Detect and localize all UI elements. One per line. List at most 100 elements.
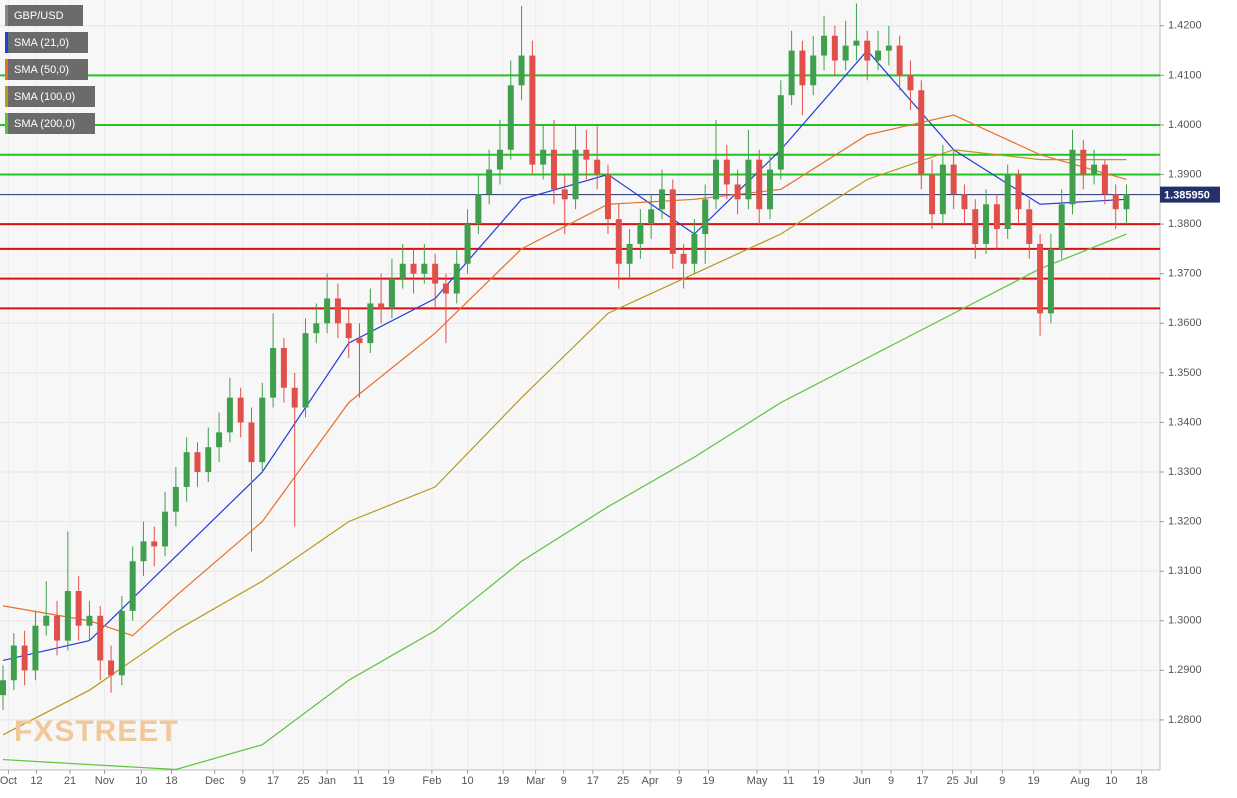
candle-body	[1080, 149, 1087, 175]
candle-body	[140, 541, 147, 562]
candle-body	[788, 50, 795, 96]
y-tick-label: 1.3700	[1168, 268, 1202, 280]
legend-box	[5, 59, 88, 80]
x-tick-label: Dec	[205, 775, 225, 787]
candle-body	[108, 660, 115, 676]
x-tick-label: 19	[702, 775, 714, 787]
x-tick-label: 25	[617, 775, 629, 787]
y-tick-label: 1.2900	[1168, 664, 1202, 676]
x-tick-label: 9	[676, 775, 682, 787]
candle-body	[518, 55, 525, 86]
x-tick-label: 9	[999, 775, 1005, 787]
x-tick-label: 19	[383, 775, 395, 787]
last-price-label: 1.385950	[1164, 190, 1210, 202]
candle-body	[194, 452, 201, 473]
x-tick-label: 21	[64, 775, 76, 787]
candle-body	[237, 397, 244, 423]
x-tick-label: Mar	[526, 775, 545, 787]
legend-swatch	[5, 5, 8, 26]
candle-body	[767, 169, 774, 210]
candle-body	[151, 541, 158, 547]
x-tick-label: 17	[916, 775, 928, 787]
candle-body	[205, 447, 212, 473]
candle-body	[615, 219, 622, 264]
y-tick-label: 1.3600	[1168, 317, 1202, 329]
candle-body	[929, 174, 936, 215]
candle-body	[248, 422, 255, 463]
candle-body	[594, 159, 601, 175]
candle-body	[831, 35, 838, 61]
y-tick-label: 1.3500	[1168, 367, 1202, 379]
candle-body	[324, 298, 331, 324]
candle-body	[983, 204, 990, 244]
legend-swatch	[5, 113, 8, 134]
y-tick-label: 1.2800	[1168, 714, 1202, 726]
candle-body	[853, 40, 860, 46]
x-tick-label: 12	[30, 775, 42, 787]
candle-body	[561, 189, 568, 200]
candle-body	[0, 680, 7, 696]
candle-body	[864, 40, 871, 61]
x-tick-label: Jun	[853, 775, 871, 787]
candle-body	[410, 263, 417, 274]
candle-body	[734, 184, 741, 200]
y-tick-label: 1.4200	[1168, 20, 1202, 32]
legend-swatch	[5, 32, 8, 53]
candle-body	[777, 95, 784, 170]
x-tick-label: 11	[353, 775, 364, 787]
x-tick-label: Jan	[318, 775, 336, 787]
candle-body	[507, 85, 514, 150]
y-tick-label: 1.3200	[1168, 516, 1202, 528]
candle-body	[1004, 174, 1011, 230]
candle-body	[432, 263, 439, 284]
candle-body	[1047, 248, 1054, 314]
sma-line	[2, 233, 1127, 771]
legend-box	[5, 86, 95, 107]
x-tick-label: 17	[267, 775, 279, 787]
x-tick-label: 10	[461, 775, 473, 787]
candle-body	[1015, 174, 1022, 210]
candle-body	[529, 55, 536, 165]
candle-body	[550, 149, 557, 190]
candle-body	[1101, 164, 1108, 195]
candle-body	[302, 333, 309, 408]
candle-body	[378, 303, 385, 309]
x-tick-label: 18	[165, 775, 177, 787]
plot-area	[0, 0, 1160, 770]
candle-body	[680, 253, 687, 264]
candle-body	[1091, 164, 1098, 175]
x-tick-label: Feb	[422, 775, 441, 787]
candle-body	[345, 323, 352, 339]
legend-box	[5, 32, 88, 53]
candle-body	[583, 149, 590, 160]
candle-body	[496, 149, 503, 170]
candle-body	[356, 338, 363, 344]
candle-body	[637, 224, 644, 244]
legend-box	[5, 5, 83, 26]
candle-body	[745, 159, 752, 200]
x-tick-label: 9	[888, 775, 894, 787]
candle-body	[75, 591, 82, 626]
candle-body	[1037, 243, 1044, 314]
candle-body	[756, 159, 763, 210]
candle-body	[475, 194, 482, 225]
candle-body	[172, 486, 179, 512]
sma-line	[2, 114, 1127, 637]
candle-body	[97, 615, 104, 661]
candle-body	[972, 209, 979, 244]
candle-body	[442, 283, 449, 294]
x-tick-label: 25	[297, 775, 309, 787]
candle-body	[702, 199, 709, 235]
candle-body	[799, 50, 806, 86]
y-tick-label: 1.3100	[1168, 565, 1202, 577]
candle-body	[1069, 149, 1076, 205]
candle-body	[1026, 209, 1033, 244]
x-tick-label: 9	[240, 775, 246, 787]
candle-body	[961, 194, 968, 210]
y-tick-label: 1.4000	[1168, 119, 1202, 131]
x-tick-label: 10	[135, 775, 147, 787]
legend-label: SMA (50,0)	[14, 64, 69, 76]
y-tick-label: 1.3300	[1168, 466, 1202, 478]
candle-body	[183, 452, 190, 487]
candle-body	[21, 645, 28, 671]
